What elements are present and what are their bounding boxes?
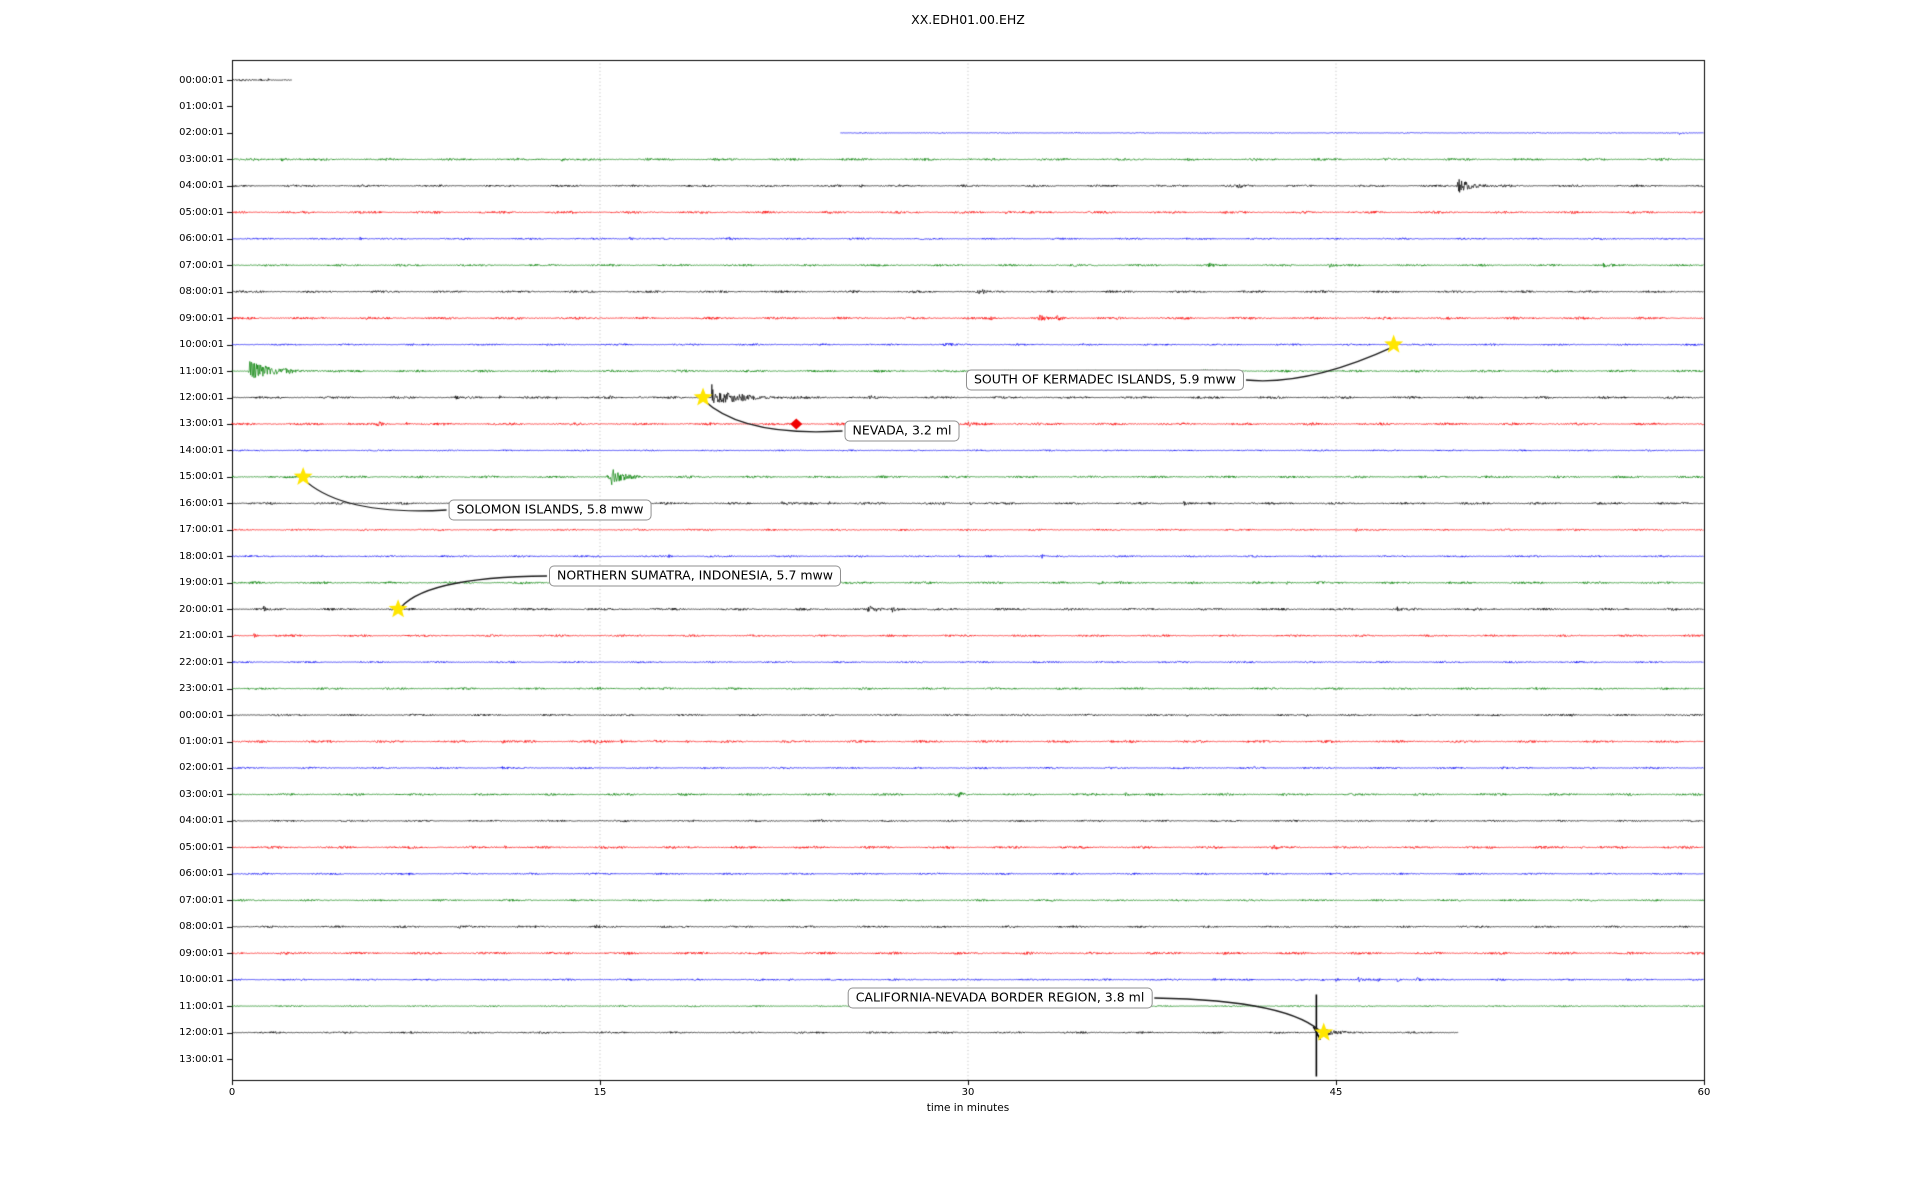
y-tick-label: 02:00:01 — [179, 762, 224, 774]
y-tick-label: 16:00:01 — [179, 497, 224, 509]
y-tick-label: 18:00:01 — [179, 550, 224, 562]
event-label: NORTHERN SUMATRA, INDONESIA, 5.7 mww — [548, 565, 842, 587]
y-tick-label: 02:00:01 — [179, 127, 224, 139]
y-tick-label: 11:00:01 — [179, 1000, 224, 1012]
y-tick-label: 10:00:01 — [179, 339, 224, 351]
y-tick-label: 00:00:01 — [179, 74, 224, 86]
y-tick-label: 12:00:01 — [179, 392, 224, 404]
event-label: SOUTH OF KERMADEC ISLANDS, 5.9 mww — [965, 369, 1245, 391]
x-tick-label: 45 — [1329, 1087, 1343, 1098]
y-tick-label: 03:00:01 — [179, 153, 224, 165]
event-label: CALIFORNIA-NEVADA BORDER REGION, 3.8 ml — [847, 987, 1153, 1009]
y-tick-label: 01:00:01 — [179, 100, 224, 112]
y-tick-label: 08:00:01 — [179, 921, 224, 933]
y-tick-label: 06:00:01 — [179, 233, 224, 245]
y-tick-label: 21:00:01 — [179, 630, 224, 642]
y-tick-label: 13:00:01 — [179, 1053, 224, 1065]
y-tick-label: 23:00:01 — [179, 683, 224, 695]
y-tick-label: 00:00:01 — [179, 709, 224, 721]
y-tick-label: 20:00:01 — [179, 603, 224, 615]
y-tick-label: 09:00:01 — [179, 312, 224, 324]
y-tick-label: 07:00:01 — [179, 259, 224, 271]
y-tick-label: 13:00:01 — [179, 418, 224, 430]
y-tick-label: 01:00:01 — [179, 736, 224, 747]
figure-title: XX.EDH01.00.EHZ — [911, 12, 1025, 27]
y-tick-label: 05:00:01 — [179, 841, 224, 853]
y-tick-label: 03:00:01 — [179, 788, 224, 800]
y-tick-label: 05:00:01 — [179, 206, 224, 218]
y-tick-label: 14:00:01 — [179, 444, 224, 456]
y-tick-label: 17:00:01 — [179, 524, 224, 536]
y-tick-label: 07:00:01 — [179, 894, 224, 906]
x-tick-label: 0 — [228, 1087, 236, 1098]
x-axis-title: time in minutes — [926, 1102, 1010, 1114]
x-tick-label: 30 — [961, 1087, 975, 1098]
y-tick-label: 04:00:01 — [179, 815, 224, 827]
y-tick-label: 08:00:01 — [179, 286, 224, 298]
event-label: NEVADA, 3.2 ml — [844, 420, 960, 442]
y-tick-label: 04:00:01 — [179, 180, 224, 192]
y-tick-label: 15:00:01 — [179, 471, 224, 483]
y-tick-label: 22:00:01 — [179, 656, 224, 668]
y-tick-label: 06:00:01 — [179, 868, 224, 880]
y-tick-label: 09:00:01 — [179, 947, 224, 959]
y-tick-label: 11:00:01 — [179, 365, 224, 377]
x-tick-label: 60 — [1697, 1087, 1711, 1098]
y-tick-label: 10:00:01 — [179, 974, 224, 986]
x-tick-label: 15 — [593, 1087, 607, 1098]
y-tick-label: 12:00:01 — [179, 1027, 224, 1039]
y-tick-label: 19:00:01 — [179, 577, 224, 589]
event-label: SOLOMON ISLANDS, 5.8 mww — [448, 499, 652, 521]
